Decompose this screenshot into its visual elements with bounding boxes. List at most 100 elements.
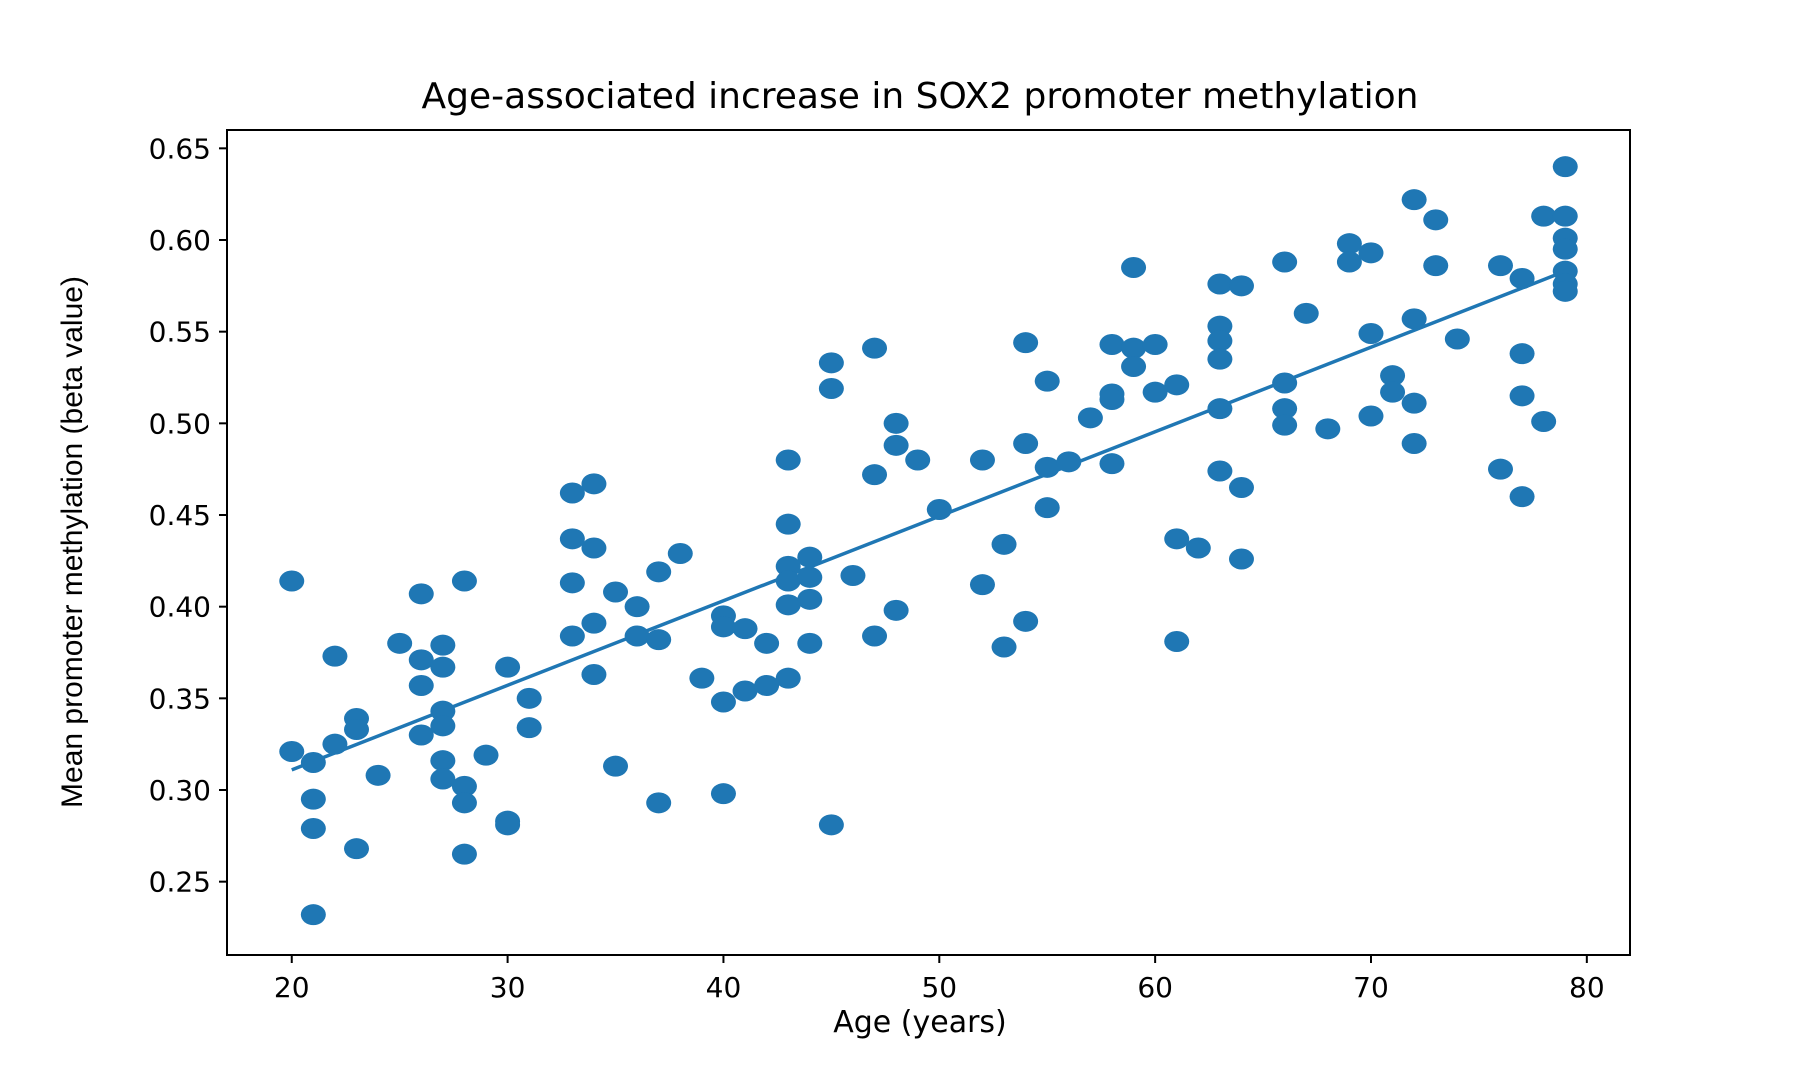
data-point bbox=[926, 499, 952, 520]
chart-title: Age-associated increase in SOX2 promoter… bbox=[422, 76, 1419, 117]
data-point bbox=[1077, 407, 1103, 429]
x-tick-label: 70 bbox=[1353, 971, 1389, 1004]
data-point bbox=[581, 612, 607, 634]
data-point bbox=[1121, 337, 1147, 359]
y-tick-label: 0.60 bbox=[149, 224, 211, 257]
x-tick-label: 50 bbox=[921, 971, 957, 1004]
data-point bbox=[1423, 209, 1449, 231]
data-point bbox=[516, 717, 542, 739]
data-point bbox=[1336, 233, 1362, 255]
data-point bbox=[1164, 374, 1190, 396]
data-point bbox=[1358, 405, 1384, 427]
data-point bbox=[1358, 323, 1384, 344]
data-point bbox=[1272, 372, 1298, 394]
data-point bbox=[451, 570, 477, 592]
data-point bbox=[430, 750, 456, 772]
data-point bbox=[1380, 381, 1406, 403]
data-point bbox=[279, 741, 305, 762]
data-point bbox=[1013, 433, 1039, 454]
data-point bbox=[603, 581, 629, 603]
data-point bbox=[775, 555, 801, 577]
x-tick-label: 20 bbox=[274, 971, 310, 1004]
data-point bbox=[1293, 302, 1319, 324]
data-point bbox=[1034, 370, 1060, 392]
data-point bbox=[1315, 418, 1341, 440]
data-point bbox=[408, 724, 434, 746]
x-tick-label: 40 bbox=[706, 971, 742, 1004]
data-point bbox=[1336, 251, 1362, 273]
data-point bbox=[408, 583, 434, 605]
data-point bbox=[430, 656, 456, 678]
data-point bbox=[1509, 486, 1535, 508]
data-point bbox=[1272, 251, 1298, 273]
data-point bbox=[710, 616, 736, 638]
data-point bbox=[1423, 255, 1449, 277]
data-point bbox=[775, 449, 801, 471]
data-point bbox=[559, 572, 585, 594]
data-point bbox=[1142, 334, 1168, 355]
data-point bbox=[732, 680, 758, 702]
data-point bbox=[797, 546, 823, 568]
data-point bbox=[1401, 189, 1427, 211]
data-point bbox=[775, 667, 801, 689]
x-tick-label: 30 bbox=[490, 971, 526, 1004]
data-point bbox=[581, 664, 607, 685]
x-axis-label: Age (years) bbox=[833, 1005, 1007, 1040]
trend-line bbox=[291, 269, 1566, 772]
data-point bbox=[365, 764, 391, 786]
data-point bbox=[279, 570, 305, 592]
data-point bbox=[667, 543, 693, 564]
data-point bbox=[797, 566, 823, 588]
data-point bbox=[581, 473, 607, 495]
data-point bbox=[300, 788, 326, 810]
data-point bbox=[818, 352, 844, 374]
data-point bbox=[1013, 610, 1039, 632]
data-point bbox=[1228, 477, 1254, 498]
data-point bbox=[797, 632, 823, 654]
data-point bbox=[1228, 548, 1254, 570]
data-point bbox=[516, 687, 542, 709]
data-point bbox=[646, 792, 672, 814]
data-point bbox=[1034, 456, 1060, 478]
data-point bbox=[1121, 257, 1147, 278]
data-point bbox=[300, 818, 326, 839]
data-point bbox=[1444, 328, 1470, 350]
data-point bbox=[1121, 356, 1147, 377]
data-point bbox=[624, 625, 650, 647]
data-point bbox=[1228, 275, 1254, 297]
data-point bbox=[646, 629, 672, 651]
y-tick-label: 0.45 bbox=[149, 499, 211, 532]
y-tick-label: 0.50 bbox=[149, 407, 211, 440]
data-point bbox=[710, 691, 736, 713]
data-point bbox=[1509, 268, 1535, 289]
data-point bbox=[559, 482, 585, 504]
data-point bbox=[1099, 453, 1125, 475]
data-point bbox=[1099, 389, 1125, 410]
data-point bbox=[300, 752, 326, 773]
data-point bbox=[905, 449, 931, 471]
data-point bbox=[991, 533, 1017, 555]
data-point bbox=[862, 337, 888, 359]
data-point bbox=[430, 634, 456, 656]
data-point bbox=[1207, 460, 1233, 482]
y-tick-label: 0.65 bbox=[149, 132, 211, 165]
data-point bbox=[1272, 398, 1298, 420]
data-point bbox=[754, 675, 780, 696]
data-point bbox=[1531, 411, 1557, 432]
data-point bbox=[775, 513, 801, 535]
data-point bbox=[451, 775, 477, 797]
data-point bbox=[775, 570, 801, 592]
data-point bbox=[1531, 205, 1557, 227]
data-point bbox=[1552, 156, 1578, 178]
x-axis: 20 30 40 50 60 70 80 bbox=[274, 955, 1605, 1004]
data-point bbox=[646, 561, 672, 583]
data-point bbox=[862, 625, 888, 647]
data-point bbox=[495, 656, 521, 678]
data-point bbox=[387, 632, 413, 654]
data-point bbox=[1034, 497, 1060, 519]
data-point bbox=[818, 378, 844, 399]
data-point bbox=[1207, 398, 1233, 420]
data-point bbox=[969, 449, 995, 471]
data-point bbox=[559, 625, 585, 647]
data-point bbox=[710, 783, 736, 805]
